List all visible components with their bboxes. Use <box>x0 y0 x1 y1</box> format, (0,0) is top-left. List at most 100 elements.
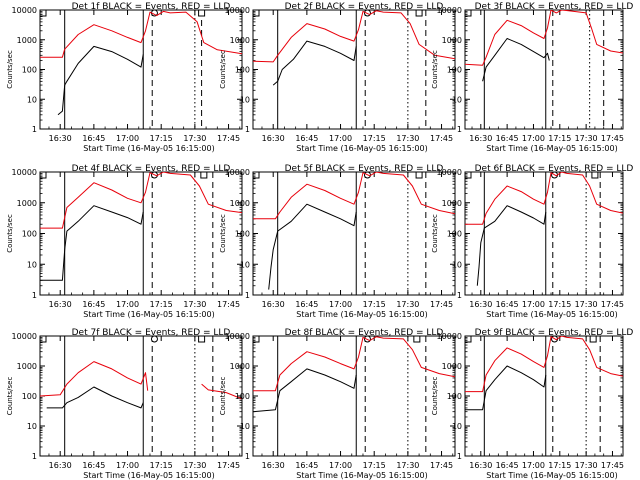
events-series-line <box>482 38 550 82</box>
corner-marker <box>464 335 472 343</box>
x-tick-label: 16:45 <box>496 300 519 309</box>
y-tick-label: 1 <box>32 452 37 461</box>
corner-marker <box>39 9 47 17</box>
x-axis-label: Start Time (16-May-05 16:15:00) <box>296 144 427 153</box>
lld-series-line <box>201 383 242 400</box>
x-axis-label: Start Time (16-May-05 16:15:00) <box>83 471 214 480</box>
x-tick-label: 17:00 <box>116 300 139 309</box>
y-tick-label: 1 <box>32 291 37 300</box>
x-tick-label: 16:45 <box>82 461 105 470</box>
lld-series-line <box>465 336 623 393</box>
detector-panel-4: Det 4f BLACK = Events, RED = LLD Counts/s… <box>6 164 243 319</box>
x-tick-label: 17:45 <box>601 461 624 470</box>
y-tick-label: 1000 <box>230 362 250 371</box>
y-tick-label: 10 <box>240 422 250 431</box>
x-tick-label: 16:45 <box>295 134 318 143</box>
lld-series-line <box>40 361 149 397</box>
y-tick-label: 10 <box>240 260 250 269</box>
lld-series-line <box>253 336 455 392</box>
events-series-line <box>465 365 547 411</box>
y-tick-label: 100 <box>235 392 250 401</box>
plot-frame <box>39 9 243 130</box>
detector-panel-3: Det 3f BLACK = Events, RED = LLD Counts/s… <box>431 2 633 153</box>
y-axis-label: Counts/sec <box>6 214 14 253</box>
plot-frame <box>252 335 456 457</box>
corner-marker <box>39 335 47 343</box>
square-marker <box>415 171 423 179</box>
panel-title: Det 3f BLACK = Events, RED = LLD <box>475 2 634 12</box>
square-marker <box>589 335 597 343</box>
y-axis-label: Counts/sec <box>219 377 227 416</box>
corner-marker <box>464 9 472 17</box>
corner-marker <box>252 335 260 343</box>
x-tick-label: 17:45 <box>217 300 240 309</box>
plot-frame <box>39 171 243 296</box>
events-series-line <box>253 368 357 413</box>
y-tick-label: 10 <box>27 260 37 269</box>
y-tick-label: 1000 <box>17 199 37 208</box>
x-tick-label: 17:30 <box>183 300 206 309</box>
x-axis-label: Start Time (16-May-05 16:15:00) <box>296 310 427 319</box>
plot-frame <box>252 171 456 296</box>
x-tick-label: 17:00 <box>329 134 352 143</box>
y-tick-label: 10000 <box>225 332 250 341</box>
plot-frame <box>464 9 624 130</box>
x-tick-label: 17:15 <box>363 461 386 470</box>
lld-series-line <box>253 172 455 220</box>
events-series-line <box>46 386 144 409</box>
corner-marker <box>252 9 260 17</box>
x-axis-label: Start Time (16-May-05 16:15:00) <box>296 471 427 480</box>
panel-title: Det 6f BLACK = Events, RED = LLD <box>475 164 634 174</box>
plot-frame <box>464 171 624 296</box>
y-tick-label: 1 <box>457 125 462 134</box>
events-series-line <box>40 205 144 281</box>
x-axis-label: Start Time (16-May-05 16:15:00) <box>486 471 617 480</box>
y-tick-label: 10000 <box>12 168 37 177</box>
square-marker <box>198 335 206 343</box>
circle-marker <box>150 335 158 343</box>
square-marker <box>198 9 206 17</box>
x-tick-label: 16:45 <box>82 134 105 143</box>
x-tick-label: 17:00 <box>329 300 352 309</box>
x-axis-label: Start Time (16-May-05 16:15:00) <box>83 144 214 153</box>
y-tick-label: 1000 <box>442 199 462 208</box>
x-tick-label: 17:15 <box>548 461 571 470</box>
x-tick-label: 17:45 <box>217 461 240 470</box>
x-tick-label: 17:45 <box>430 134 453 143</box>
x-tick-label: 17:00 <box>329 461 352 470</box>
y-tick-label: 100 <box>22 66 37 75</box>
x-tick-label: 17:30 <box>575 461 598 470</box>
y-tick-label: 10000 <box>12 332 37 341</box>
x-tick-label: 17:15 <box>150 461 173 470</box>
x-tick-label: 16:45 <box>295 461 318 470</box>
x-tick-label: 17:30 <box>183 134 206 143</box>
y-tick-label: 1 <box>32 125 37 134</box>
detector-panel-8: Det 8f BLACK = Events, RED = LLD Counts/s… <box>219 328 456 480</box>
corner-marker <box>464 171 472 179</box>
x-tick-label: 17:30 <box>396 300 419 309</box>
x-tick-label: 17:15 <box>363 134 386 143</box>
panel-title: Det 2f BLACK = Events, RED = LLD <box>285 2 444 12</box>
panel-title: Det 7f BLACK = Events, RED = LLD <box>72 328 231 338</box>
x-tick-label: 16:45 <box>496 461 519 470</box>
corner-marker <box>252 171 260 179</box>
y-tick-label: 1000 <box>17 36 37 45</box>
x-tick-label: 16:45 <box>496 134 519 143</box>
y-tick-label: 1 <box>457 452 462 461</box>
x-tick-label: 17:15 <box>363 300 386 309</box>
y-tick-label: 1 <box>245 291 250 300</box>
lld-series-line <box>40 10 242 58</box>
y-axis-label: Counts/sec <box>431 50 439 89</box>
y-tick-label: 100 <box>235 230 250 239</box>
events-series-line <box>476 205 547 286</box>
y-tick-label: 100 <box>447 230 462 239</box>
x-tick-label: 16:45 <box>82 300 105 309</box>
y-tick-label: 10000 <box>437 332 462 341</box>
x-tick-label: 17:00 <box>522 300 545 309</box>
detector-panel-6: Det 6f BLACK = Events, RED = LLD Counts/s… <box>431 164 633 319</box>
x-tick-label: 17:30 <box>575 134 598 143</box>
panel-title: Det 4f BLACK = Events, RED = LLD <box>72 164 231 174</box>
y-tick-label: 1 <box>457 291 462 300</box>
lld-series-line <box>465 172 623 225</box>
